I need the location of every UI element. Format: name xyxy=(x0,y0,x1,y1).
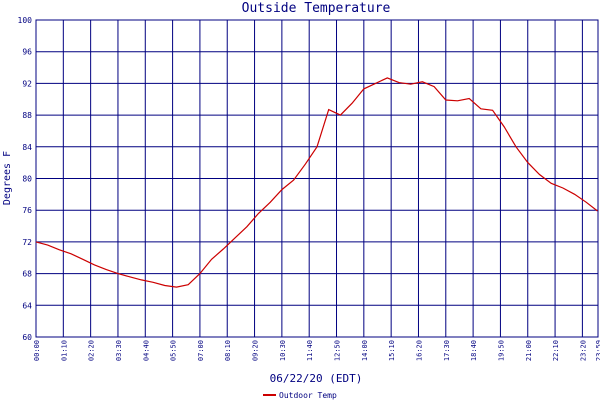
y-tick-label: 72 xyxy=(22,238,32,247)
x-tick-label: 02:20 xyxy=(88,340,96,361)
y-tick-label: 96 xyxy=(22,48,32,57)
y-tick-label: 80 xyxy=(22,175,32,184)
x-tick-label: 07:00 xyxy=(197,340,205,361)
y-tick-label: 100 xyxy=(18,16,33,25)
x-tick-label: 19:50 xyxy=(497,340,505,361)
x-tick-label: 16:20 xyxy=(415,340,423,361)
y-tick-label: 64 xyxy=(22,301,32,310)
y-tick-label: 88 xyxy=(22,111,32,120)
chart-title: Outside Temperature xyxy=(242,1,391,16)
x-tick-label: 08:10 xyxy=(224,340,232,361)
x-tick-label: 21:00 xyxy=(525,340,533,361)
x-tick-label: 17:30 xyxy=(443,340,451,361)
y-tick-labels: 60 64 68 72 76 80 84 88 92 96 100 xyxy=(18,16,33,342)
x-tick-label: 11:40 xyxy=(306,340,314,361)
y-tick-label: 60 xyxy=(22,333,32,342)
x-tick-label: 15:10 xyxy=(388,340,396,361)
x-tick-labels: 00:00 01:10 02:20 03:30 04:40 05:50 07:00 08:10… xyxy=(33,340,600,361)
grid xyxy=(35,19,598,338)
x-axis-label: 06/22/20 (EDT) xyxy=(270,372,363,385)
x-tick-label: 22:10 xyxy=(552,340,560,361)
x-tick-label: 09:20 xyxy=(252,340,260,361)
y-tick-label: 84 xyxy=(22,143,32,152)
x-tick-label: 00:00 xyxy=(33,340,41,361)
x-tick-label: 23:59 xyxy=(595,340,600,361)
series-line-outdoor-temp xyxy=(35,77,598,288)
x-tick-label: 12:50 xyxy=(334,340,342,361)
x-tick-label: 18:40 xyxy=(470,340,478,361)
x-tick-label: 23:20 xyxy=(579,340,587,361)
y-tick-label: 92 xyxy=(22,79,32,88)
plot-frame xyxy=(35,19,599,338)
y-axis-label: Degrees F xyxy=(2,151,13,205)
x-tick-label: 05:50 xyxy=(170,340,178,361)
x-tick-label: 04:40 xyxy=(142,340,150,361)
legend-label: Outdoor Temp xyxy=(279,391,337,400)
y-tick-label: 68 xyxy=(22,270,32,279)
y-tick-label: 76 xyxy=(22,206,32,215)
x-tick-label: 01:10 xyxy=(60,340,68,361)
x-tick-label: 03:30 xyxy=(115,340,123,361)
x-tick-label: 14:00 xyxy=(361,340,369,361)
x-tick-label: 10:30 xyxy=(279,340,287,361)
